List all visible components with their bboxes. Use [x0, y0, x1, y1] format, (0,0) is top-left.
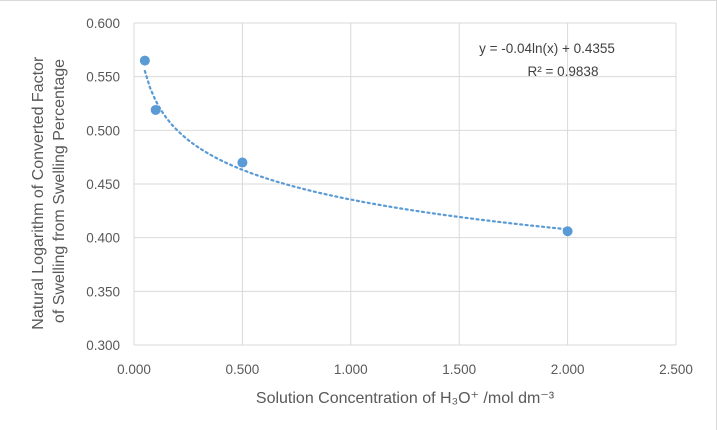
y-tick-label: 0.600	[86, 16, 120, 31]
tick-labels-layer: 0.300 0.350 0.400 0.450 0.500 0.550 0.600 0.000…	[86, 16, 693, 377]
x-tick-label: 2.000	[551, 362, 585, 377]
x-axis-title: Solution Concentration of H₃O⁺ /mol dm⁻³	[256, 390, 555, 407]
x-tick-label: 0.000	[117, 362, 151, 377]
data-point	[237, 157, 248, 168]
trendline-layer	[143, 69, 569, 231]
data-points-layer	[139, 55, 573, 237]
y-tick-label: 0.450	[86, 177, 120, 192]
trendline	[143, 69, 569, 231]
y-tick-label: 0.400	[86, 231, 120, 246]
y-axis-title-line-1: Natural Logarithm of Converted Factor	[30, 56, 47, 330]
y-axis-title-line-2: of Swelling from Swelling Percentage	[51, 59, 68, 323]
y-tick-label: 0.550	[86, 70, 120, 85]
data-point	[139, 55, 150, 66]
x-tick-label: 1.000	[334, 362, 368, 377]
y-axis-title: Natural Logarithm of Converted Factor of…	[30, 52, 68, 329]
x-tick-label: 0.500	[226, 362, 260, 377]
y-tick-label: 0.500	[86, 123, 120, 138]
y-tick-label: 0.300	[86, 338, 120, 353]
trendline-r-squared: R² = 0.9838	[528, 64, 599, 79]
y-tick-label: 0.350	[86, 284, 120, 299]
grid-layer	[133, 22, 677, 346]
trendline-equation: y = -0.04ln(x) + 0.4355	[479, 41, 615, 56]
data-point	[562, 226, 573, 237]
x-tick-label: 2.500	[659, 362, 693, 377]
data-point	[150, 104, 161, 115]
x-tick-label: 1.500	[442, 362, 476, 377]
